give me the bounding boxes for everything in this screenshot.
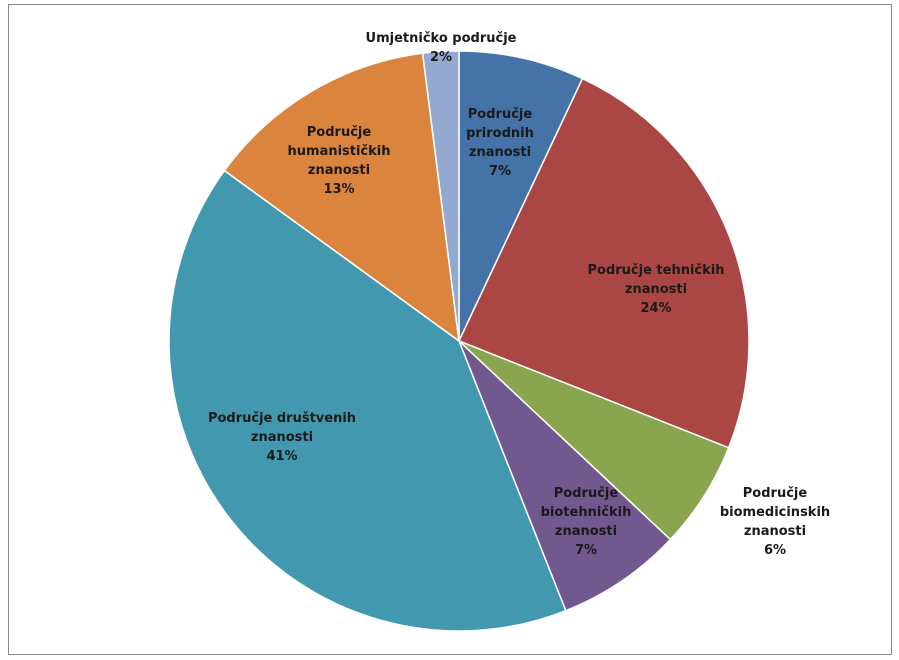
pie-slices	[169, 51, 749, 631]
slice-category-label: biomedicinskih	[720, 505, 830, 520]
slice-percent-label: 6%	[764, 543, 786, 558]
slice-category-label: Umjetničko područje	[366, 31, 517, 46]
slice-category-label: humanističkih	[287, 144, 390, 159]
slice-category-label: Područje društvenih	[208, 411, 356, 426]
slice-category-label: znanosti	[555, 524, 617, 539]
slice-percent-label: 24%	[640, 301, 671, 316]
slice-category-label: biotehničkih	[541, 505, 632, 520]
slice-category-label: Područje	[554, 486, 619, 501]
slice-category-label: znanosti	[308, 163, 370, 178]
slice-percent-label: 7%	[575, 543, 597, 558]
slice-percent-label: 2%	[430, 50, 452, 65]
slice-category-label: prirodnih	[466, 126, 534, 141]
slice-category-label: znanosti	[251, 430, 313, 445]
slice-category-label: Područje	[743, 486, 808, 501]
slice-category-label: znanosti	[744, 524, 806, 539]
slice-percent-label: 7%	[489, 164, 511, 179]
slice-category-label: Područje	[468, 107, 533, 122]
slice-percent-label: 13%	[323, 182, 354, 197]
slice-category-label: znanosti	[625, 282, 687, 297]
slice-category-label: znanosti	[469, 145, 531, 160]
slice-percent-label: 41%	[266, 449, 297, 464]
slice-category-label: Područje tehničkih	[588, 263, 725, 278]
slice-category-label: Područje	[307, 125, 372, 140]
